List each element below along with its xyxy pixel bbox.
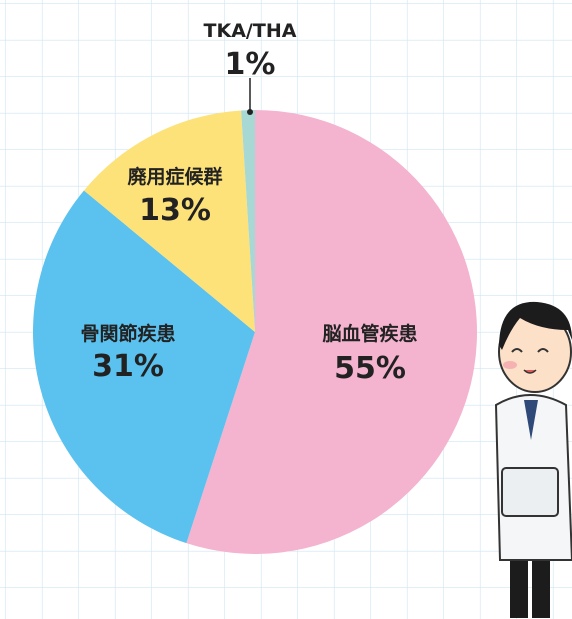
slice-label: 脳血管疾患: [321, 322, 417, 345]
chart: 脳血管疾患 55% 骨関節疾患 31% 廃用症候群 13% TKA/THA 1%: [0, 0, 572, 619]
value-label: 55%: [334, 351, 406, 386]
slice-label: 骨関節疾患: [80, 322, 175, 345]
value-label: 1%: [225, 47, 276, 82]
leader-dot: [247, 109, 253, 115]
slice-label: 廃用症候群: [127, 165, 222, 188]
slice-label: TKA/THA: [204, 20, 297, 42]
value-label: 31%: [92, 349, 164, 384]
value-label: 13%: [139, 193, 211, 228]
